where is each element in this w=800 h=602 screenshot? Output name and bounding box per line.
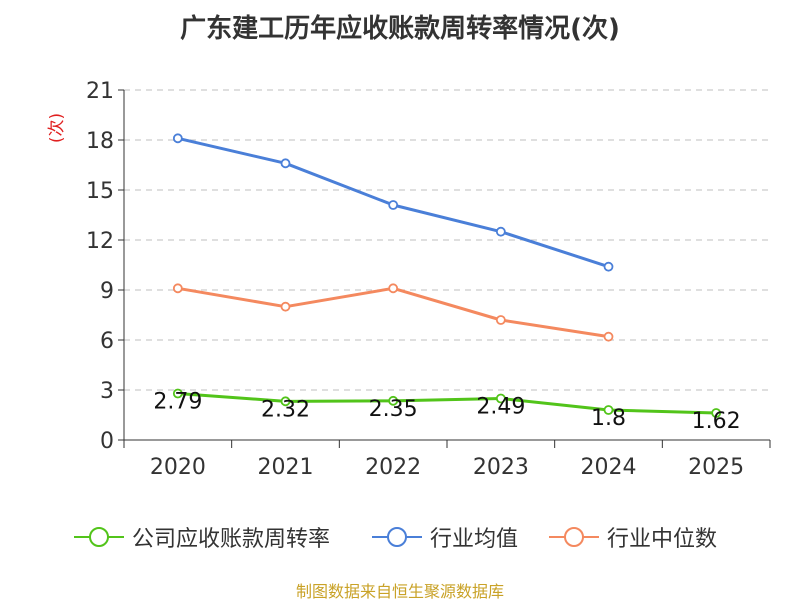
data-label: 2.49 — [476, 395, 525, 420]
source-note: 制图数据来自恒生聚源数据库 — [295, 582, 504, 601]
legend-label-company: 公司应收账款周转率 — [132, 527, 331, 552]
x-tick-label: 2021 — [258, 455, 314, 480]
legend-item-industry-average[interactable]: 行业均值 — [370, 520, 518, 554]
legend-item-company[interactable]: 公司应收账款周转率 — [72, 520, 330, 554]
y-axis-unit-label: (次) — [47, 113, 67, 143]
y-tick-label: 18 — [86, 129, 114, 154]
data-label: 2.32 — [261, 397, 310, 422]
legend-label-industry-average: 行业均值 — [430, 527, 519, 552]
x-tick-label: 2020 — [150, 455, 206, 480]
data-point-2 — [280, 301, 291, 312]
chart-title: 广东建工历年应收账款周转率情况(次) — [180, 14, 620, 44]
x-tick-label: 2022 — [365, 455, 421, 480]
data-point-1 — [495, 226, 506, 237]
y-tick-label: 15 — [86, 179, 114, 204]
data-point-1 — [172, 133, 183, 144]
series-line-2 — [177, 286, 609, 339]
data-point-2 — [603, 331, 614, 342]
x-tick-label: 2024 — [581, 455, 637, 480]
legend-label-industry-median: 行业中位数 — [607, 527, 718, 552]
data-point-0 — [495, 393, 506, 404]
data-point-2 — [172, 283, 183, 294]
legend-item-industry-median[interactable]: 行业中位数 — [547, 520, 717, 554]
data-point-0 — [388, 395, 399, 406]
data-point-2 — [388, 283, 399, 294]
data-point-0 — [172, 388, 183, 399]
y-tick-label: 0 — [100, 429, 114, 454]
y-tick-label: 9 — [100, 279, 114, 304]
x-tick-label: 2025 — [688, 455, 744, 480]
data-point-2 — [495, 315, 506, 325]
y-tick-label: 21 — [86, 79, 114, 104]
legend-line-circle-icon — [549, 527, 599, 547]
data-label: 1.8 — [591, 406, 626, 431]
data-point-1 — [388, 200, 399, 210]
data-label: 1.62 — [692, 409, 741, 434]
data-point-1 — [603, 261, 614, 272]
y-tick-label: 3 — [100, 379, 114, 404]
legend-line-circle-icon — [74, 527, 124, 547]
series-line-0 — [177, 392, 717, 415]
data-label: 2.79 — [153, 390, 202, 415]
y-tick-label: 12 — [86, 229, 114, 254]
data-label: 2.35 — [369, 397, 418, 422]
legend-line-circle-icon — [372, 527, 422, 547]
data-point-0 — [711, 408, 722, 418]
data-point-0 — [603, 405, 614, 415]
x-tick-label: 2023 — [473, 455, 529, 480]
y-tick-label: 6 — [100, 329, 114, 354]
data-point-0 — [280, 396, 291, 407]
data-point-1 — [280, 158, 291, 169]
